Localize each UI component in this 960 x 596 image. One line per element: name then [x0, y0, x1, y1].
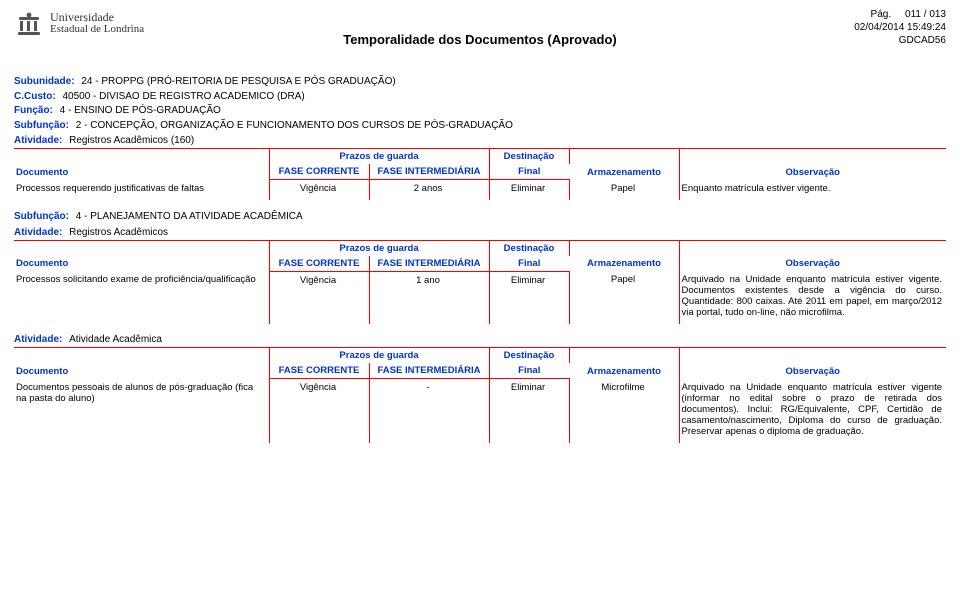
page-number-line: Pág. 011 / 013: [854, 8, 946, 21]
th-destinacao-final: Final: [489, 164, 569, 180]
page-label: Pág.: [871, 9, 892, 20]
block-2: Subfunção: 4 - PLANEJAMENTO DA ATIVIDADE…: [14, 210, 946, 324]
subfuncao-label-2: Subfunção:: [14, 211, 69, 222]
subunidade-label: Subunidade:: [14, 76, 75, 87]
subfuncao-value-2: 4 - PLANEJAMENTO DA ATIVIDADE ACADÊMICA: [76, 211, 303, 222]
atividade-line-3: Atividade: Atividade Acadêmica: [14, 334, 946, 345]
th-fase-corrente: FASE CORRENTE: [269, 363, 369, 379]
th-documento: Documento: [14, 240, 269, 271]
doc-table-2: Documento Prazos de guarda Destinação Ar…: [14, 240, 946, 325]
atividade-label-2: Atividade:: [14, 227, 62, 238]
th-observacao: Observação: [679, 348, 946, 379]
th-prazos: Prazos de guarda: [269, 149, 489, 165]
cell-obs: Enquanto matrícula estiver vigente.: [679, 180, 946, 201]
th-destinacao: Destinação: [489, 240, 569, 256]
atividade-line-1: Atividade: Registros Acadêmicos (160): [14, 135, 946, 146]
page-current: 011: [905, 9, 921, 20]
ccusto-label: C.Custo:: [14, 91, 56, 102]
cell-dest: Eliminar: [489, 271, 569, 324]
cell-fi: 2 anos: [369, 180, 489, 201]
atividade-value-3: Atividade Acadêmica: [69, 334, 162, 345]
doc-table-3: Documento Prazos de guarda Destinação Ar…: [14, 347, 946, 443]
cell-doc: Processos requerendo justificativas de f…: [14, 180, 269, 201]
th-fase-intermediaria: FASE INTERMEDIÁRIA: [369, 164, 489, 180]
logo-line1: Universidade: [50, 11, 144, 24]
th-armazenamento: Armazenamento: [569, 348, 679, 379]
cell-fi: 1 ano: [369, 271, 489, 324]
cell-dest: Eliminar: [489, 180, 569, 201]
table-row: Processos requerendo justificativas de f…: [14, 180, 946, 201]
cell-arm: Papel: [569, 180, 679, 201]
atividade-value-2: Registros Acadêmicos: [69, 227, 168, 238]
th-destinacao: Destinação: [489, 149, 569, 165]
page-title: Temporalidade dos Documentos (Aprovado): [0, 32, 960, 47]
funcao-label: Função:: [14, 105, 53, 116]
th-armazenamento: Armazenamento: [569, 240, 679, 271]
subunidade-value: 24 - PROPPG (PRÓ-REITORIA DE PESQUISA E …: [81, 76, 395, 87]
cell-doc: Processos solicitando exame de proficiên…: [14, 271, 269, 324]
ccusto-value: 40500 - DIVISAO DE REGISTRO ACADEMICO (D…: [62, 91, 304, 102]
th-armazenamento: Armazenamento: [569, 149, 679, 180]
atividade-label-3: Atividade:: [14, 334, 62, 345]
th-fase-intermediaria: FASE INTERMEDIÁRIA: [369, 256, 489, 272]
table-row: Processos solicitando exame de proficiên…: [14, 271, 946, 324]
atividade-label: Atividade:: [14, 135, 62, 146]
th-fase-corrente: FASE CORRENTE: [269, 256, 369, 272]
th-destinacao-final: Final: [489, 363, 569, 379]
cell-doc: Documentos pessoais de alunos de pós-gra…: [14, 379, 269, 443]
th-observacao: Observação: [679, 240, 946, 271]
cell-arm: Papel: [569, 271, 679, 324]
cell-dest: Eliminar: [489, 379, 569, 443]
cell-obs: Arquivado na Unidade enquanto matrícula …: [679, 271, 946, 324]
page-total: 013: [929, 9, 946, 20]
cell-arm: Microfilme: [569, 379, 679, 443]
subfuncao-label: Subfunção:: [14, 120, 69, 131]
th-fase-corrente: FASE CORRENTE: [269, 164, 369, 180]
atividade-line-2: Atividade: Registros Acadêmicos: [14, 227, 946, 238]
th-documento: Documento: [14, 348, 269, 379]
subfuncao-value: 2 - CONCEPÇÃO, ORGANIZAÇÃO E FUNCIONAMEN…: [76, 120, 513, 131]
doc-table-1: Documento Prazos de guarda Destinação Ar…: [14, 148, 946, 200]
header-fields: Subunidade: 24 - PROPPG (PRÓ-REITORIA DE…: [14, 75, 946, 133]
th-destinacao: Destinação: [489, 348, 569, 364]
report-page: Universidade Estadual de Londrina Pág. 0…: [0, 0, 960, 596]
th-prazos: Prazos de guarda: [269, 240, 489, 256]
th-observacao: Observação: [679, 149, 946, 180]
th-destinacao-final: Final: [489, 256, 569, 272]
cell-fc: Vigência: [269, 180, 369, 201]
th-fase-intermediaria: FASE INTERMEDIÁRIA: [369, 363, 489, 379]
cell-fc: Vigência: [269, 271, 369, 324]
th-documento: Documento: [14, 149, 269, 180]
cell-obs: Arquivado na Unidade enquanto matrícula …: [679, 379, 946, 443]
atividade-value: Registros Acadêmicos (160): [69, 135, 194, 146]
cell-fc: Vigência: [269, 379, 369, 443]
th-prazos: Prazos de guarda: [269, 348, 489, 364]
block-3: Atividade: Atividade Acadêmica Documento…: [14, 334, 946, 443]
table-row: Documentos pessoais de alunos de pós-gra…: [14, 379, 946, 443]
funcao-value: 4 - ENSINO DE PÓS-GRADUAÇÃO: [60, 105, 221, 116]
cell-fi: -: [369, 379, 489, 443]
